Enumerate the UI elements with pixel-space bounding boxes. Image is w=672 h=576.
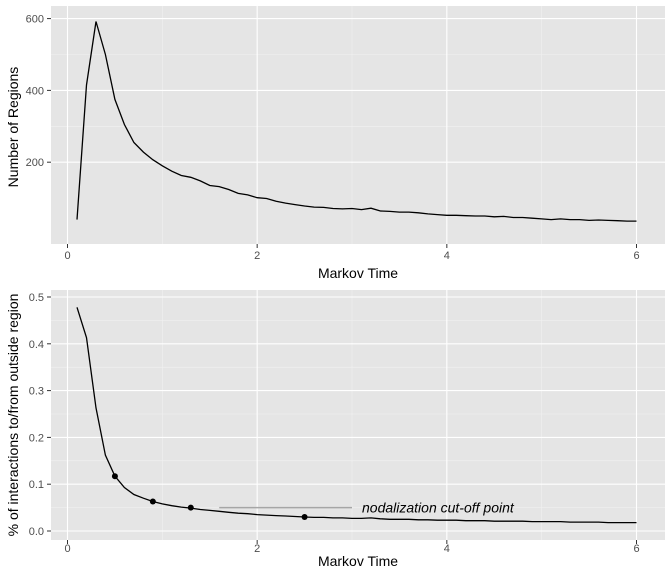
bottom-x-tick-label: 4 (444, 543, 450, 555)
bottom-y-tick-label: 0.3 (29, 386, 44, 398)
bottom-x-axis-title: Markov Time (318, 553, 398, 569)
top-y-axis-title: Number of Regions (5, 67, 21, 188)
bottom-x-tick-label: 2 (254, 543, 260, 555)
bottom-series-line (76, 307, 637, 524)
top-chart: 0 2 4 6 200 400 600 Markov Time Number of Regi… (5, 6, 665, 281)
bottom-chart: 0 2 4 6 0.0 0.1 0.2 0.3 0.4 0.5 nodalization cut-… (5, 290, 665, 569)
top-ticks: 0 2 4 6 200 400 600 (26, 14, 640, 262)
cutoff-point (111, 473, 118, 480)
top-x-tick-label: 0 (64, 250, 70, 262)
top-x-axis-title: Markov Time (318, 265, 398, 281)
bottom-y-tick-label: 0.4 (29, 339, 44, 351)
cutoff-point (187, 504, 194, 511)
top-series (76, 21, 637, 222)
bottom-y-tick-label: 0.2 (29, 432, 44, 444)
bottom-y-tick-label: 0.1 (29, 479, 44, 491)
cutoff-point (301, 513, 308, 520)
cutoff-point (149, 498, 156, 505)
bottom-x-tick-label: 6 (633, 543, 639, 555)
bottom-gridlines (51, 290, 665, 540)
top-series-line (76, 21, 637, 222)
bottom-y-axis-title: % of interactions to/from outside region (5, 294, 21, 537)
top-x-tick-label: 4 (444, 250, 450, 262)
top-gridlines (51, 6, 665, 244)
bottom-ticks: 0 2 4 6 0.0 0.1 0.2 0.3 0.4 0.5 (29, 292, 640, 555)
bottom-y-tick-label: 0.0 (29, 526, 44, 538)
top-plot-panel (51, 6, 665, 244)
top-y-tick-label: 600 (26, 14, 44, 26)
top-x-tick-label: 6 (633, 250, 639, 262)
cutoff-annotation: nodalization cut-off point (362, 500, 515, 516)
bottom-series: nodalization cut-off point (76, 307, 637, 524)
top-y-tick-label: 200 (26, 157, 44, 169)
bottom-plot-panel (51, 290, 665, 540)
top-y-tick-label: 400 (26, 85, 44, 97)
bottom-y-tick-label: 0.5 (29, 292, 44, 304)
top-x-tick-label: 2 (254, 250, 260, 262)
bottom-x-tick-label: 0 (64, 543, 70, 555)
